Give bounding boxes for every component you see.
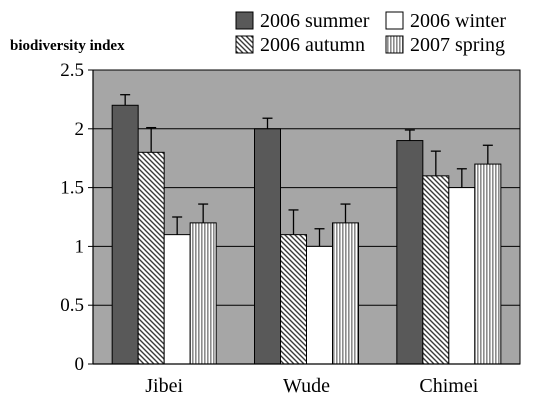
legend-swatch <box>385 35 404 54</box>
bar <box>474 163 502 365</box>
y-axis-title: biodiversity index <box>10 38 125 54</box>
plot-border <box>92 69 521 365</box>
legend-label: 2006 autumn <box>260 34 365 56</box>
legend-swatch <box>385 11 404 30</box>
y-tick-label: 0 <box>75 354 85 375</box>
bar <box>306 245 333 365</box>
x-tick-label: Jibei <box>145 375 183 393</box>
y-tick-label: 1.5 <box>60 178 84 199</box>
x-tick-label: Wude <box>283 375 330 393</box>
legend-label: 2007 spring <box>410 34 505 56</box>
y-tick-label: 2.5 <box>60 60 84 81</box>
legend-swatch <box>235 11 254 30</box>
bar <box>332 222 359 365</box>
bar <box>448 187 476 365</box>
x-tick-label: Chimei <box>419 375 478 393</box>
legend-swatch <box>235 35 254 54</box>
bar <box>189 222 217 365</box>
bar <box>254 128 281 365</box>
y-tick-label: 1 <box>75 236 85 257</box>
bar <box>111 104 139 365</box>
y-tick-label: 0.5 <box>60 295 84 316</box>
bar <box>280 234 307 365</box>
bar <box>422 175 450 365</box>
legend-label: 2006 summer <box>260 10 370 32</box>
legend-label: 2006 winter <box>410 10 506 32</box>
bar <box>396 140 424 365</box>
bar <box>137 151 165 365</box>
bar <box>163 234 191 365</box>
y-tick-label: 2 <box>75 119 85 140</box>
